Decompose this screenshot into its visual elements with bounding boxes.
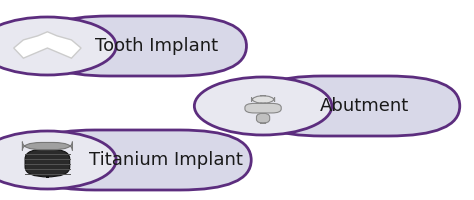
Polygon shape	[14, 32, 81, 58]
Circle shape	[0, 131, 116, 189]
FancyBboxPatch shape	[252, 96, 274, 103]
FancyBboxPatch shape	[251, 76, 460, 136]
Text: Titanium Implant: Titanium Implant	[89, 151, 243, 169]
Circle shape	[194, 77, 332, 135]
Circle shape	[0, 17, 116, 75]
FancyBboxPatch shape	[38, 16, 246, 76]
FancyBboxPatch shape	[245, 103, 281, 113]
FancyBboxPatch shape	[256, 113, 270, 123]
Text: Tooth Implant: Tooth Implant	[95, 37, 218, 55]
Text: Abutment: Abutment	[320, 97, 410, 115]
FancyBboxPatch shape	[25, 149, 70, 177]
FancyBboxPatch shape	[22, 142, 73, 150]
FancyBboxPatch shape	[24, 130, 251, 190]
